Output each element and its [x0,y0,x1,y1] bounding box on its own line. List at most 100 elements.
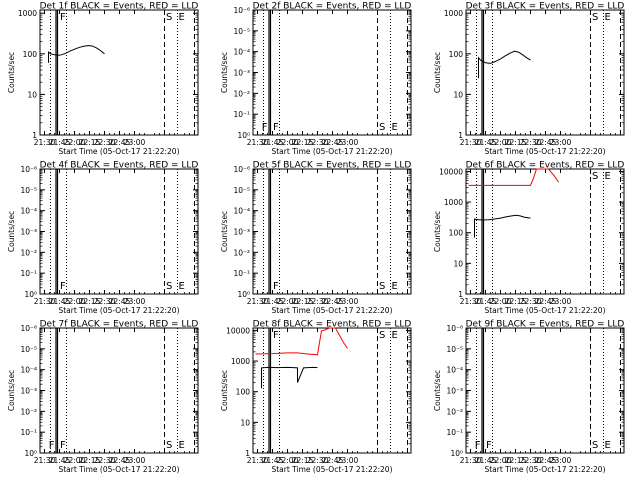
panel-det-6: Det 6f BLACK = Events, RED = LLDCounts/s… [433,161,624,316]
x-axis-label: Start Time (05-Oct-17 21:22:20) [271,306,392,315]
y-axis-label: Counts/sec [7,370,16,411]
marker-e: E [392,330,398,341]
y-tick-label: 10⁻⁴ [446,366,463,375]
y-tick-label: 10⁻⁶ [20,324,37,333]
y-tick-label: 100 [23,50,38,59]
y-tick-label: 10⁰ [237,131,250,140]
panel-det-9: Det 9f BLACK = Events, RED = LLD Counts/s… [433,320,624,475]
y-tick-label: 10⁻⁶ [233,165,250,174]
x-axis-label: Start Time (05-Oct-17 21:22:20) [484,465,605,474]
x-axis-label: Start Time (05-Oct-17 21:22:20) [58,306,179,315]
y-tick-label: 10⁻² [233,89,250,98]
marker-f: F [273,122,279,133]
y-tick-label: 100 [449,50,464,59]
marker-s: S [166,440,172,451]
y-tick-label: 10⁰ [24,449,37,458]
x-tick-label: 23:00 [550,138,572,147]
y-tick-label: 1000 [18,9,37,18]
y-axis-label: Counts/sec [7,52,16,93]
y-tick-label: 10 [453,259,463,268]
marker-s: S [166,281,172,292]
plot-frame [40,328,198,453]
y-tick-label: 10⁻² [446,407,463,416]
y-tick-label: 1 [32,131,37,140]
y-tick-label: 10⁻³ [20,387,37,396]
y-tick-label: 10000 [226,326,250,335]
marker-f: F [262,122,268,133]
marker-s: S [592,12,598,23]
y-tick-label: 10⁻⁴ [20,207,37,216]
marker-f: F [273,330,279,341]
y-tick-label: 10⁻² [20,248,37,257]
x-tick-label: 23:00 [550,456,572,465]
plot-frame [253,328,411,453]
y-tick-label: 10000 [439,167,463,176]
marker-e: E [605,171,611,182]
plot-frame [253,169,411,294]
x-axis-label: Start Time (05-Oct-17 21:22:20) [58,147,179,156]
plot-frame [40,169,198,294]
y-tick-label: 1000 [231,357,250,366]
marker-f: F [273,281,279,292]
y-tick-label: 10⁻⁵ [20,186,37,195]
marker-f: F [49,440,55,451]
x-tick-label: 23:00 [124,456,146,465]
marker-e: E [179,281,185,292]
y-tick-label: 10⁻⁶ [446,324,463,333]
panel-det-4: Det 4f BLACK = Events, RED = LLD Counts/s… [7,161,198,316]
y-tick-label: 10⁻⁵ [446,345,463,354]
x-axis-label: Start Time (05-Oct-17 21:22:20) [484,147,605,156]
y-tick-label: 10⁻³ [20,228,37,237]
y-tick-label: 1 [458,290,463,299]
y-tick-label: 10 [240,418,250,427]
marker-e: E [179,440,185,451]
marker-e: E [392,122,398,133]
x-tick-label: 23:00 [124,138,146,147]
x-axis-label: Start Time (05-Oct-17 21:22:20) [58,465,179,474]
y-tick-label: 10⁻⁶ [233,6,250,15]
y-tick-label: 10 [453,90,463,99]
y-tick-label: 10⁻³ [233,228,250,237]
plot-frame [40,10,198,135]
plot-frame [253,10,411,135]
x-axis-label: Start Time (05-Oct-17 21:22:20) [271,147,392,156]
y-axis-label: Counts/sec [433,52,442,93]
plot-frame [466,328,624,453]
y-tick-label: 10⁻¹ [20,428,37,437]
y-tick-label: 1 [245,449,250,458]
marker-s: S [166,12,172,23]
y-tick-label: 10⁻² [20,407,37,416]
y-tick-label: 10⁻¹ [446,428,463,437]
x-tick-label: 23:00 [124,297,146,306]
y-tick-label: 10⁻⁴ [233,207,250,216]
marker-e: E [179,12,185,23]
y-tick-label: 1 [458,131,463,140]
x-tick-label: 23:00 [337,456,359,465]
y-tick-label: 10⁻¹ [233,110,250,119]
marker-s: S [379,330,385,341]
panel-det-2: Det 2f BLACK = Events, RED = LLD Counts/s… [220,2,411,157]
y-tick-label: 100 [449,229,464,238]
y-axis-label: Counts/sec [220,52,229,93]
y-tick-label: 10 [27,90,37,99]
y-tick-label: 10⁰ [450,449,463,458]
y-tick-label: 10⁻⁵ [233,186,250,195]
y-tick-label: 10⁻⁶ [20,165,37,174]
marker-e: E [605,440,611,451]
y-tick-label: 10⁻¹ [20,269,37,278]
panel-det-7: Det 7f BLACK = Events, RED = LLD Counts/s… [7,320,198,475]
y-axis-label: Counts/sec [7,211,16,252]
y-axis-label: Counts/sec [433,211,442,252]
marker-f: F [486,440,492,451]
panel-det-5: Det 5f BLACK = Events, RED = LLDCounts/s… [220,161,411,316]
y-tick-label: 10⁻³ [233,69,250,78]
y-tick-label: 10⁻¹ [233,269,250,278]
y-tick-label: 1000 [444,9,463,18]
y-tick-label: 10⁻⁴ [233,48,250,57]
y-tick-label: 10⁰ [237,290,250,299]
y-tick-label: 1000 [444,198,463,207]
marker-f: F [60,12,66,23]
plot-frame [466,10,624,135]
marker-s: S [592,171,598,182]
x-tick-label: 23:00 [337,138,359,147]
